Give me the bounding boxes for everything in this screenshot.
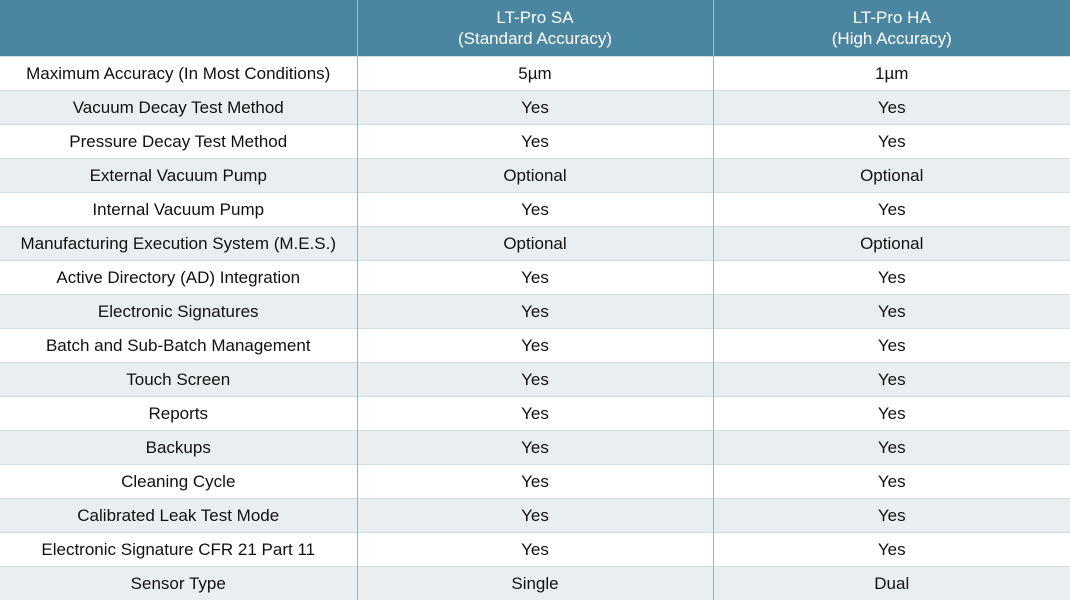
- feature-cell: Maximum Accuracy (In Most Conditions): [0, 56, 357, 91]
- table-row: Backups Yes Yes: [0, 430, 1070, 465]
- table-row: External Vacuum Pump Optional Optional: [0, 158, 1070, 193]
- sa-value-cell: Single: [356, 566, 713, 600]
- ha-value-cell: Yes: [712, 430, 1070, 465]
- feature-cell: Manufacturing Execution System (M.E.S.): [0, 226, 357, 261]
- header-sa-model: LT-Pro SA: [496, 8, 574, 27]
- sa-value-cell: Yes: [356, 362, 713, 397]
- ha-value-cell: 1µm: [712, 56, 1070, 91]
- header-lt-pro-sa: LT-Pro SA (Standard Accuracy): [356, 0, 713, 57]
- ha-value-cell: Yes: [712, 192, 1070, 227]
- table-row: Calibrated Leak Test Mode Yes Yes: [0, 498, 1070, 533]
- sa-value-cell: Optional: [356, 226, 713, 261]
- table-row: Touch Screen Yes Yes: [0, 362, 1070, 397]
- table-row: Maximum Accuracy (In Most Conditions) 5µm…: [0, 56, 1070, 91]
- feature-cell: Backups: [0, 430, 357, 465]
- feature-cell: Pressure Decay Test Method: [0, 124, 357, 159]
- header-sa-accuracy: (Standard Accuracy): [457, 29, 612, 48]
- table-row: Manufacturing Execution System (M.E.S.) O…: [0, 226, 1070, 261]
- ha-value-cell: Yes: [712, 532, 1070, 567]
- sa-value-cell: Yes: [356, 294, 713, 329]
- sa-value-cell: Yes: [356, 498, 713, 533]
- table-row: Electronic Signatures Yes Yes: [0, 294, 1070, 329]
- feature-cell: Sensor Type: [0, 566, 357, 600]
- table-row: Electronic Signature CFR 21 Part 11 Yes Ye…: [0, 532, 1070, 567]
- table-row: Sensor Type Single Dual: [0, 566, 1070, 600]
- feature-cell: External Vacuum Pump: [0, 158, 357, 193]
- table-row: Reports Yes Yes: [0, 396, 1070, 431]
- ha-value-cell: Yes: [712, 294, 1070, 329]
- ha-value-cell: Optional: [712, 226, 1070, 261]
- sa-value-cell: Yes: [356, 260, 713, 295]
- ha-value-cell: Yes: [712, 498, 1070, 533]
- sa-value-cell: 5µm: [356, 56, 713, 91]
- ha-value-cell: Optional: [712, 158, 1070, 193]
- table-row: Vacuum Decay Test Method Yes Yes: [0, 90, 1070, 125]
- sa-value-cell: Optional: [356, 158, 713, 193]
- table-row: Batch and Sub-Batch Management Yes Yes: [0, 328, 1070, 363]
- feature-cell: Batch and Sub-Batch Management: [0, 328, 357, 363]
- ha-value-cell: Yes: [712, 328, 1070, 363]
- header-ha-accuracy: (High Accuracy): [831, 29, 952, 48]
- table-body: Maximum Accuracy (In Most Conditions) 5µm…: [0, 56, 1070, 600]
- feature-cell: Internal Vacuum Pump: [0, 192, 357, 227]
- ha-value-cell: Yes: [712, 260, 1070, 295]
- sa-value-cell: Yes: [356, 532, 713, 567]
- ha-value-cell: Yes: [712, 396, 1070, 431]
- header-feature-cell: [0, 0, 357, 57]
- sa-value-cell: Yes: [356, 328, 713, 363]
- sa-value-cell: Yes: [356, 192, 713, 227]
- ha-value-cell: Dual: [712, 566, 1070, 600]
- sa-value-cell: Yes: [356, 464, 713, 499]
- table-row: Cleaning Cycle Yes Yes: [0, 464, 1070, 499]
- sa-value-cell: Yes: [356, 396, 713, 431]
- table-header: LT-Pro SA (Standard Accuracy) LT-Pro HA …: [0, 0, 1070, 57]
- header-row: LT-Pro SA (Standard Accuracy) LT-Pro HA …: [0, 0, 1070, 57]
- ha-value-cell: Yes: [712, 464, 1070, 499]
- feature-cell: Electronic Signatures: [0, 294, 357, 329]
- ha-value-cell: Yes: [712, 362, 1070, 397]
- feature-cell: Vacuum Decay Test Method: [0, 90, 357, 125]
- header-ha-model: LT-Pro HA: [852, 8, 931, 27]
- feature-cell: Cleaning Cycle: [0, 464, 357, 499]
- table-row: Internal Vacuum Pump Yes Yes: [0, 192, 1070, 227]
- sa-value-cell: Yes: [356, 90, 713, 125]
- ha-value-cell: Yes: [712, 124, 1070, 159]
- sa-value-cell: Yes: [356, 430, 713, 465]
- feature-cell: Calibrated Leak Test Mode: [0, 498, 357, 533]
- ha-value-cell: Yes: [712, 90, 1070, 125]
- feature-cell: Touch Screen: [0, 362, 357, 397]
- table-row: Active Directory (AD) Integration Yes Yes: [0, 260, 1070, 295]
- sa-value-cell: Yes: [356, 124, 713, 159]
- feature-cell: Reports: [0, 396, 357, 431]
- header-lt-pro-ha: LT-Pro HA (High Accuracy): [712, 0, 1070, 57]
- table-row: Pressure Decay Test Method Yes Yes: [0, 124, 1070, 159]
- feature-cell: Active Directory (AD) Integration: [0, 260, 357, 295]
- feature-cell: Electronic Signature CFR 21 Part 11: [0, 532, 357, 567]
